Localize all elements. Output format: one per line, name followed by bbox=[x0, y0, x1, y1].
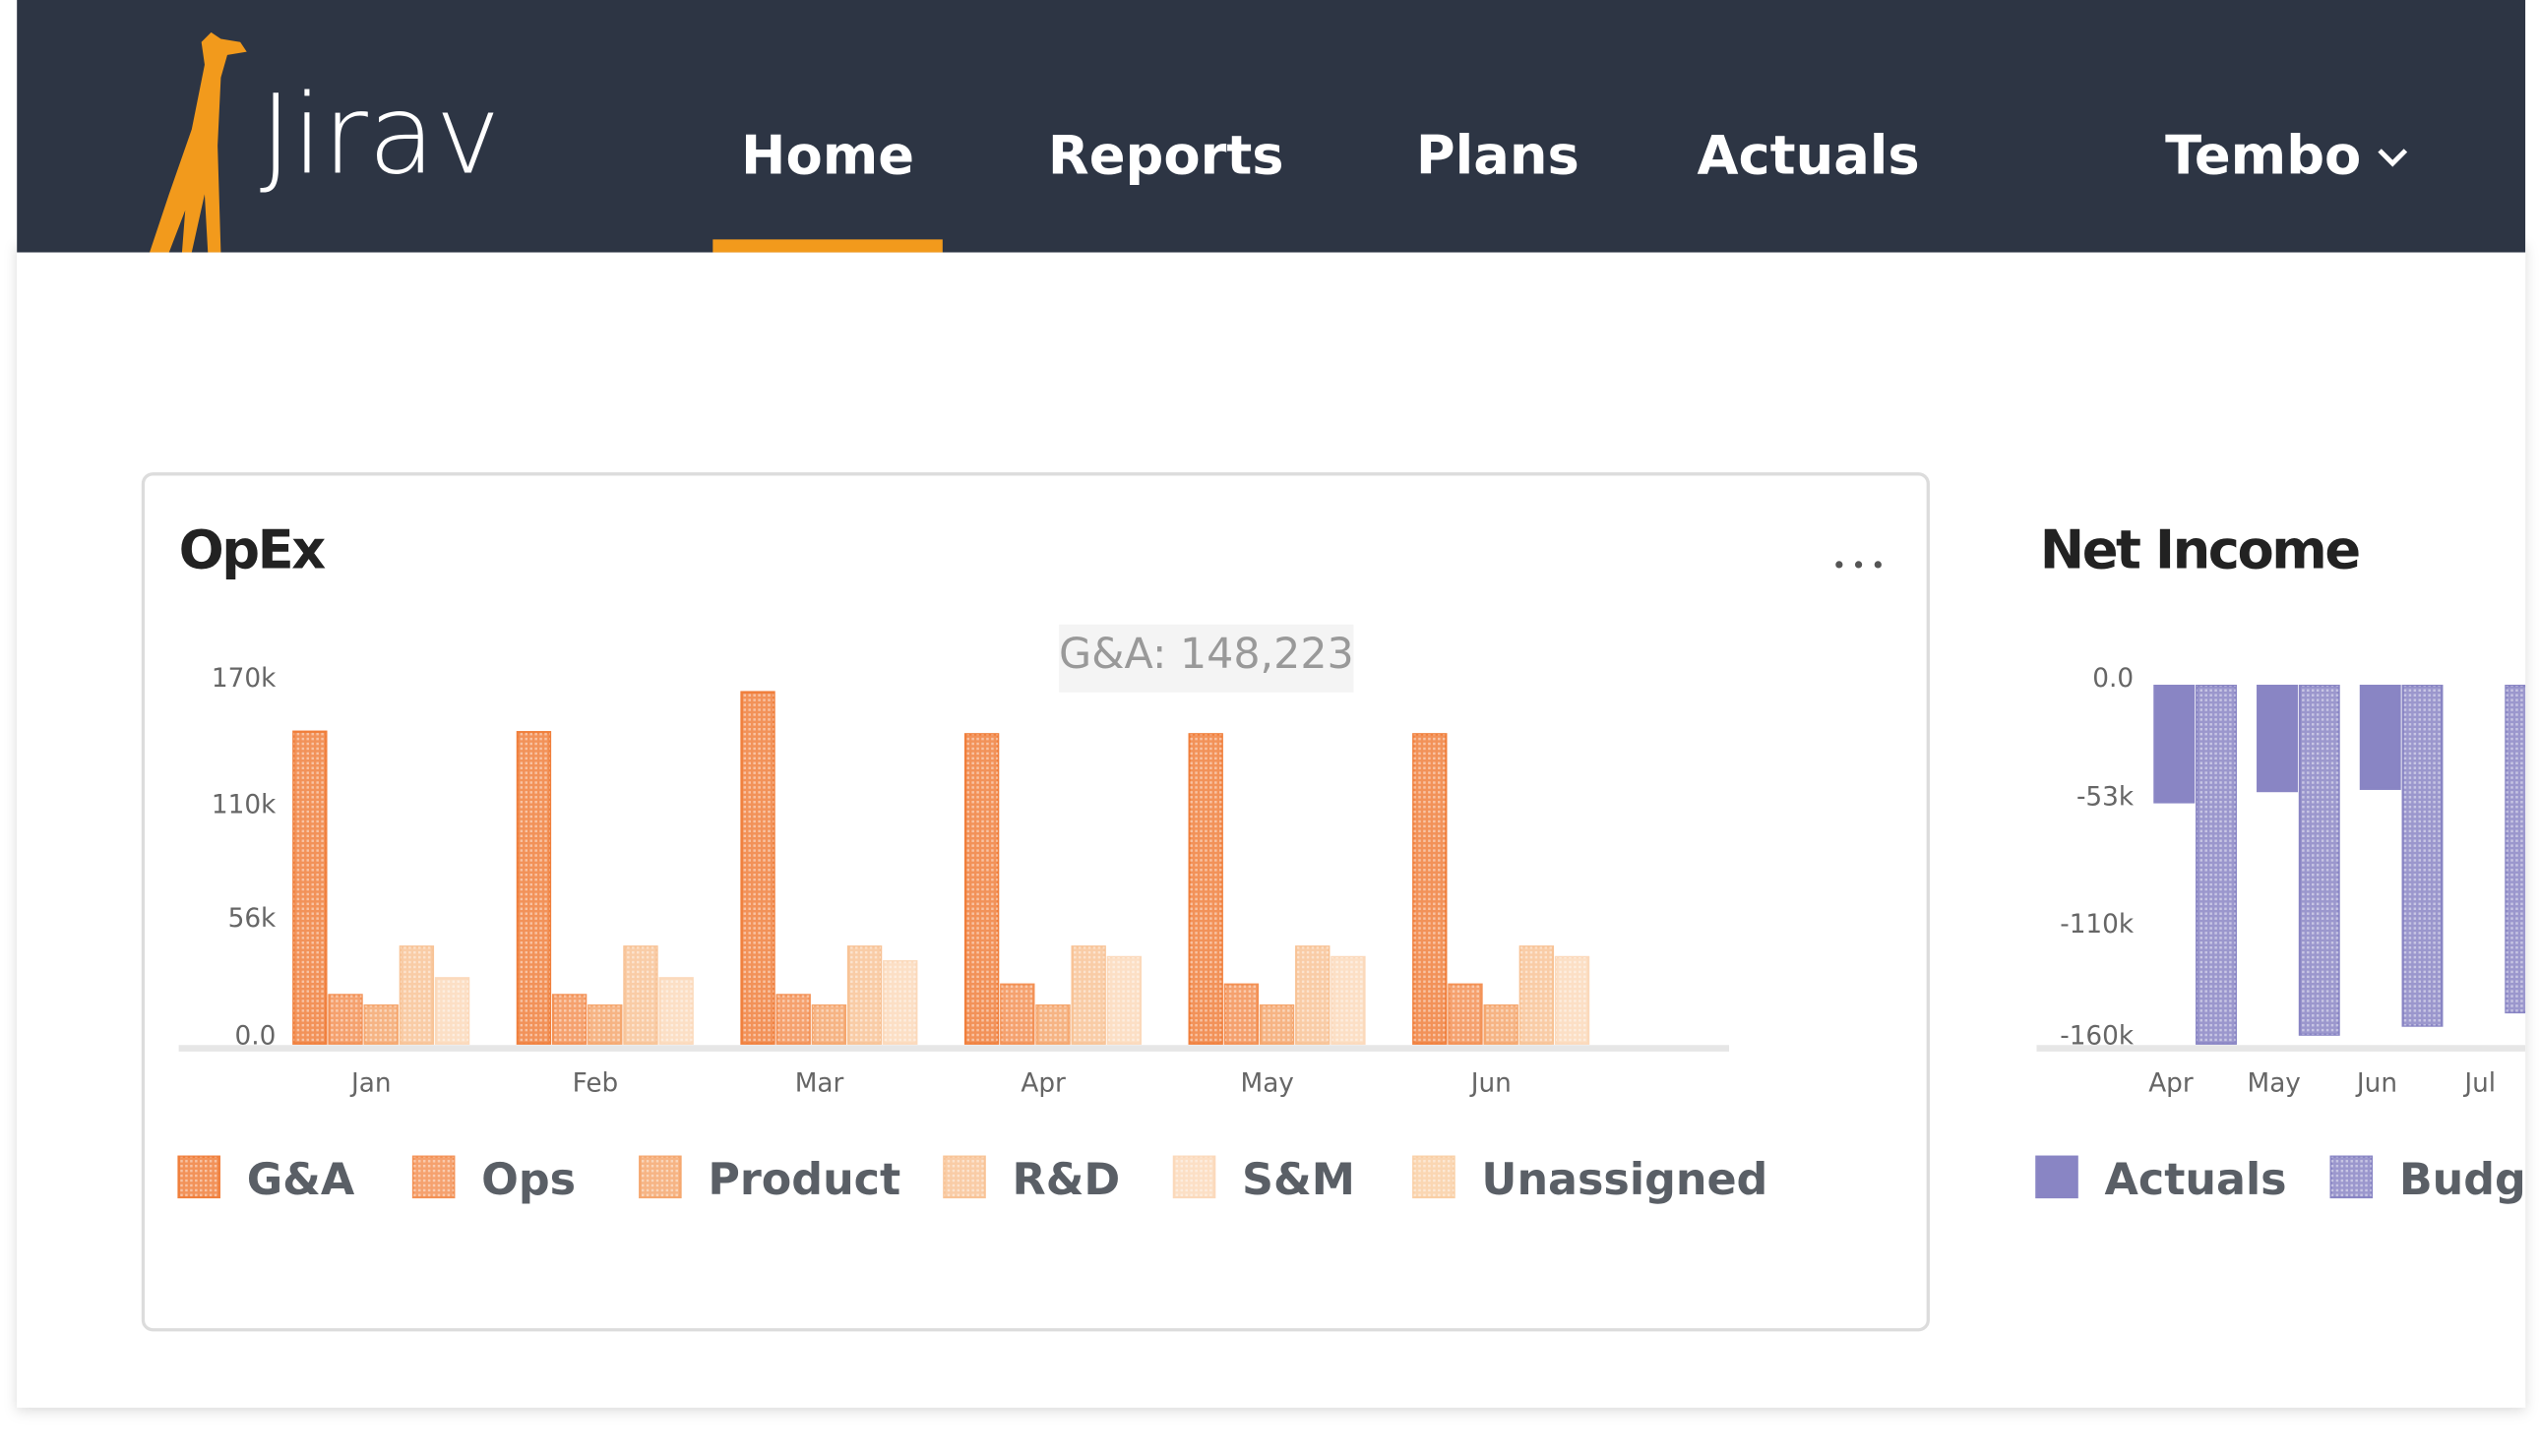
bar-pattern bbox=[1036, 1005, 1070, 1044]
bar-pattern bbox=[1484, 1005, 1517, 1044]
bar-pattern bbox=[329, 995, 362, 1044]
account-chevron[interactable] bbox=[2378, 149, 2408, 167]
legend-swatch-pattern bbox=[178, 1156, 219, 1197]
bar-pattern bbox=[2506, 686, 2526, 1012]
nav: Home Reports Plans Actuals bbox=[712, 124, 1920, 253]
bar-pattern bbox=[1296, 946, 1330, 1044]
bar-pattern bbox=[1107, 957, 1141, 1044]
y-tick-label: 56k bbox=[228, 904, 277, 934]
legend-swatch bbox=[2035, 1155, 2078, 1199]
legend-label[interactable]: Ops bbox=[481, 1155, 576, 1205]
legend-label[interactable]: Product bbox=[708, 1155, 900, 1205]
nav-item[interactable]: Reports bbox=[1048, 124, 1284, 186]
bar-pattern bbox=[848, 946, 882, 1044]
bar-pattern bbox=[2197, 686, 2236, 1044]
x-tick-label: Mar bbox=[795, 1068, 844, 1098]
nav-item[interactable]: Plans bbox=[1416, 124, 1579, 186]
nav-active-underline bbox=[712, 239, 943, 253]
legend-label[interactable]: Actuals bbox=[2105, 1155, 2287, 1205]
bar-pattern bbox=[741, 692, 774, 1044]
legend-swatch-pattern bbox=[1413, 1156, 1455, 1197]
top-bar bbox=[17, 0, 2526, 253]
bar-pattern bbox=[1189, 734, 1222, 1044]
bar-pattern bbox=[1001, 984, 1034, 1044]
tooltip: G&A: 148,223 bbox=[1059, 630, 1354, 679]
bar-pattern bbox=[364, 1005, 398, 1044]
legend-label[interactable]: G&A bbox=[247, 1155, 355, 1205]
y-tick-label: -53k bbox=[2076, 783, 2135, 813]
y-tick-label: 110k bbox=[212, 790, 277, 819]
bar-pattern bbox=[2402, 686, 2443, 1026]
bar-pattern bbox=[436, 978, 468, 1044]
bar-pattern bbox=[965, 734, 999, 1044]
opex-card bbox=[141, 472, 1930, 1332]
x-tick-label: Apr bbox=[2148, 1068, 2194, 1098]
chart-title: OpEx bbox=[179, 519, 327, 581]
x-tick-label: Apr bbox=[1021, 1068, 1066, 1098]
account-menu[interactable]: Tembo bbox=[2165, 124, 2361, 186]
bar-pattern bbox=[812, 1005, 845, 1044]
giraffe-icon bbox=[150, 31, 247, 253]
bar bbox=[2153, 685, 2196, 804]
bar-pattern bbox=[1261, 1005, 1294, 1044]
x-tick-label: May bbox=[1241, 1068, 1294, 1098]
tooltip-box bbox=[1059, 624, 1354, 693]
bar-pattern bbox=[588, 1005, 622, 1044]
bar-pattern bbox=[517, 732, 550, 1044]
bar-pattern bbox=[1224, 984, 1258, 1044]
bar-pattern bbox=[624, 946, 657, 1044]
bar-pattern bbox=[1413, 734, 1447, 1044]
legend-swatch-pattern bbox=[413, 1156, 455, 1197]
legend-swatch-pattern bbox=[944, 1156, 985, 1197]
bar-pattern bbox=[1072, 946, 1105, 1044]
bar bbox=[2359, 685, 2401, 790]
bar-pattern bbox=[1556, 957, 1588, 1044]
x-tick-label: Jun bbox=[1469, 1068, 1512, 1098]
bar-pattern bbox=[293, 731, 327, 1044]
bar-pattern bbox=[884, 961, 917, 1044]
x-tick-label: Jul bbox=[2462, 1068, 2496, 1098]
card-menu[interactable] bbox=[1835, 561, 1882, 569]
legend-label[interactable]: Unassigned bbox=[1481, 1155, 1767, 1205]
bar bbox=[2257, 685, 2298, 793]
y-tick-label: -110k bbox=[2060, 910, 2135, 940]
legend-label[interactable]: R&D bbox=[1013, 1155, 1121, 1205]
nav-item[interactable]: Actuals bbox=[1697, 124, 1919, 186]
bar-pattern bbox=[1519, 946, 1553, 1044]
x-tick-label: May bbox=[2248, 1068, 2301, 1098]
x-tick-label: Jan bbox=[349, 1068, 392, 1098]
x-tick-label: Feb bbox=[573, 1068, 619, 1098]
bar-pattern bbox=[400, 946, 433, 1044]
legend-swatch-pattern bbox=[1173, 1156, 1215, 1197]
chart-title: Net Income bbox=[2040, 519, 2360, 581]
bar-pattern bbox=[2300, 686, 2339, 1035]
bar-pattern bbox=[1331, 957, 1365, 1044]
bar-pattern bbox=[776, 995, 810, 1044]
bar-pattern bbox=[1449, 984, 1482, 1044]
y-tick-label: 170k bbox=[212, 664, 277, 694]
logo[interactable] bbox=[150, 31, 247, 253]
bar-pattern bbox=[553, 995, 587, 1044]
nav-item[interactable]: Home bbox=[741, 124, 914, 186]
bar-pattern bbox=[659, 978, 693, 1044]
legend-label[interactable]: Budget bbox=[2399, 1155, 2539, 1205]
y-tick-label: 0.0 bbox=[2092, 664, 2134, 694]
legend-swatch-pattern bbox=[640, 1156, 681, 1197]
brand-name[interactable]: Jirav bbox=[260, 71, 501, 199]
x-tick-label: Jun bbox=[2355, 1068, 2397, 1098]
legend-label[interactable]: S&M bbox=[1242, 1155, 1355, 1205]
legend-swatch-pattern bbox=[2330, 1156, 2372, 1197]
